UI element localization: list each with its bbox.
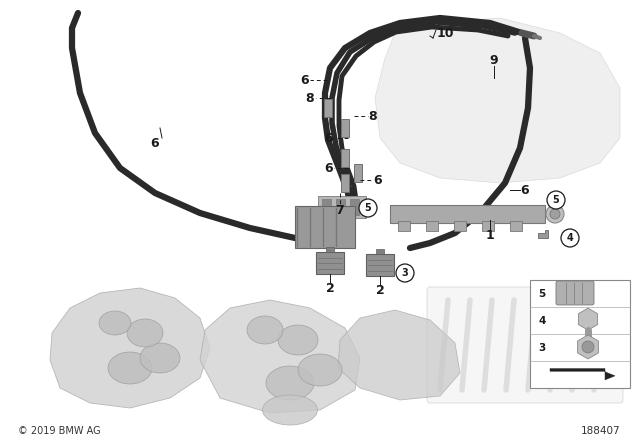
Bar [350,199,359,215]
Polygon shape [338,310,460,400]
Polygon shape [538,230,548,238]
Circle shape [396,264,414,282]
Ellipse shape [298,354,342,386]
Ellipse shape [127,319,163,347]
Circle shape [359,199,377,217]
Bar [295,206,355,248]
Text: 188407: 188407 [580,426,620,436]
Bar [354,164,362,182]
Bar [390,205,545,223]
Polygon shape [200,300,360,413]
Ellipse shape [262,395,317,425]
Text: 6: 6 [150,137,159,150]
Text: 4: 4 [566,233,573,243]
Text: 5: 5 [365,203,371,213]
Circle shape [547,191,565,209]
FancyBboxPatch shape [427,287,623,403]
Text: 9: 9 [490,53,499,66]
Text: 10: 10 [436,26,454,39]
Text: 6: 6 [301,73,309,86]
Circle shape [582,341,594,353]
Circle shape [550,209,560,219]
Text: 6: 6 [324,132,333,145]
Text: 2: 2 [376,284,385,297]
Bar [341,174,349,192]
Bar [376,249,384,254]
Circle shape [561,229,579,247]
Text: 2: 2 [326,281,334,294]
Circle shape [546,205,564,223]
Bar [426,221,438,231]
Text: 6: 6 [521,184,529,197]
Bar [510,221,522,231]
Bar [316,252,344,274]
Text: 6: 6 [324,161,333,175]
Text: © 2019 BMW AG: © 2019 BMW AG [18,426,100,436]
Ellipse shape [266,366,314,400]
Bar [341,119,349,137]
Bar [324,99,332,117]
Text: 6: 6 [374,173,382,186]
Text: 7: 7 [335,203,344,216]
Ellipse shape [108,352,152,384]
Ellipse shape [278,325,318,355]
Bar [322,199,331,215]
Bar [398,221,410,231]
Bar [318,196,366,218]
FancyBboxPatch shape [556,281,594,305]
Polygon shape [50,288,210,408]
Ellipse shape [99,311,131,335]
Text: 8: 8 [306,91,314,104]
Bar [326,247,334,252]
Text: 8: 8 [369,109,378,122]
Polygon shape [375,18,620,183]
Bar [454,221,466,231]
Ellipse shape [247,316,283,344]
Text: 3: 3 [402,268,408,278]
Bar [530,280,630,388]
Bar [366,254,394,276]
Polygon shape [550,369,615,380]
Bar [482,221,494,231]
Text: 1: 1 [486,228,494,241]
Text: 5: 5 [552,195,559,205]
Text: 4: 4 [538,315,546,326]
Text: 3: 3 [538,343,546,353]
Text: 5: 5 [538,289,546,298]
Ellipse shape [140,343,180,373]
Bar [336,199,345,215]
Bar [341,149,349,167]
